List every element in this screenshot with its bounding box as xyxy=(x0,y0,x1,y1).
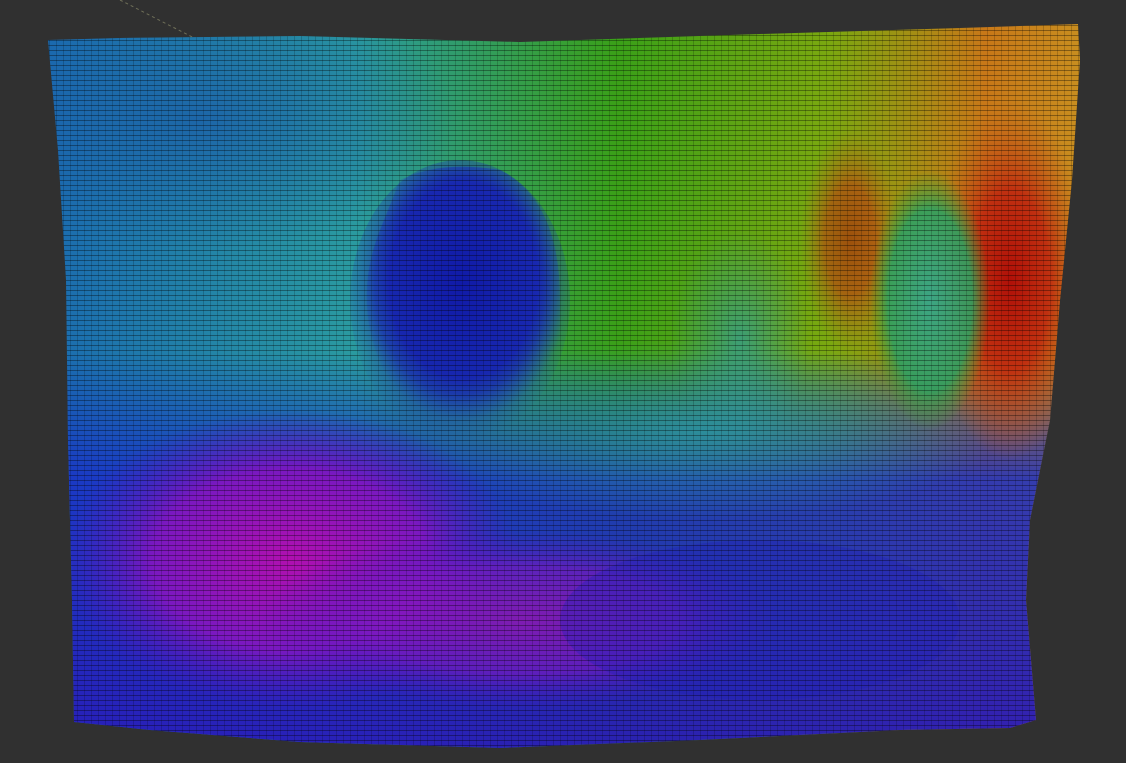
point-cloud-surface[interactable] xyxy=(0,0,1090,760)
axis-line xyxy=(119,0,199,41)
